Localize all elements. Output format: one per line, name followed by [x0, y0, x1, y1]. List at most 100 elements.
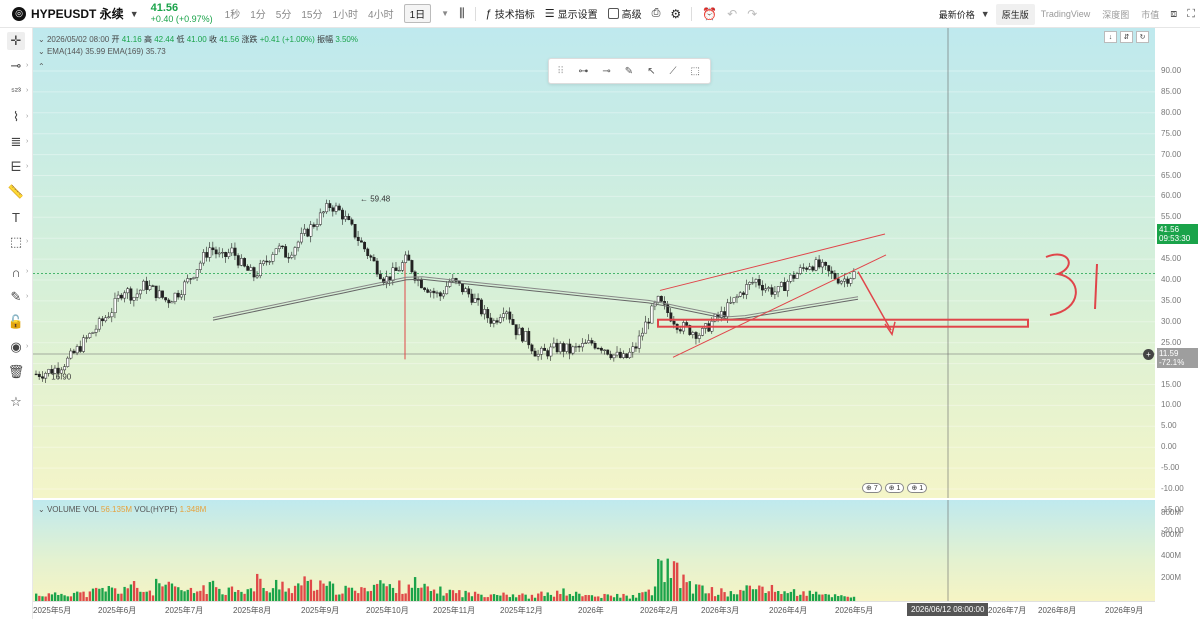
- display-settings-button[interactable]: ☰ 显示设置: [545, 6, 598, 21]
- indicators-icon: ƒ: [485, 7, 492, 20]
- price-type-select[interactable]: 最新价格: [938, 9, 975, 20]
- volume-bar: [391, 587, 395, 601]
- volume-bar: [423, 583, 426, 601]
- volume-bar: [543, 595, 546, 601]
- chevron-down-icon[interactable]: ▼: [129, 8, 139, 19]
- ray-icon[interactable]: ⊸: [602, 65, 611, 77]
- screenshot-icon[interactable]: ⎙: [651, 7, 661, 19]
- symbol-title[interactable]: HYPEUSDT 永续: [31, 7, 124, 21]
- gear-icon[interactable]: ⚙: [670, 6, 682, 21]
- tf-4h[interactable]: 4小时: [368, 10, 394, 21]
- tf-1s[interactable]: 1秒: [224, 10, 241, 21]
- shape-icon[interactable]: ⬚: [9, 234, 23, 249]
- view-marketcap[interactable]: 市值: [1141, 9, 1160, 20]
- volume-bar: [600, 597, 603, 601]
- minimize-icon[interactable]: ⧈: [1170, 7, 1178, 20]
- legend-collapse-icon[interactable]: ⌃: [38, 62, 45, 71]
- chevron-right-icon[interactable]: ›: [26, 113, 29, 120]
- legend-toggle-icon[interactable]: ⌄: [38, 35, 45, 44]
- candle: [701, 328, 704, 336]
- price-chart[interactable]: ← 59.48 ← 16.90: [33, 28, 1155, 498]
- arrow-down-icon[interactable]: ↓: [1104, 31, 1117, 43]
- redo-icon[interactable]: ↷: [747, 6, 758, 21]
- chevron-right-icon[interactable]: ›: [26, 138, 29, 145]
- time-axis[interactable]: 2025年5月 2025年6月 2025年7月 2025年8月 2025年9月 2025年…: [33, 601, 1155, 619]
- volume-bar: [164, 584, 167, 601]
- chevron-right-icon[interactable]: ›: [26, 163, 29, 170]
- segment-icon[interactable]: ⟋: [669, 65, 677, 77]
- alert-icon[interactable]: ⏰: [702, 6, 718, 21]
- view-tradingview[interactable]: TradingView: [1040, 9, 1091, 19]
- crosshair-icon[interactable]: ✛: [7, 32, 25, 50]
- pattern-icon[interactable]: ⌇: [12, 109, 20, 124]
- candle: [72, 350, 76, 354]
- indicators-button[interactable]: ƒ 技术指标: [485, 6, 535, 22]
- rect-select-icon[interactable]: ⬚: [690, 65, 700, 77]
- price-chart-canvas[interactable]: ← 59.48 ← 16.90: [33, 28, 1155, 498]
- event-badge[interactable]: ⊕ 7: [862, 483, 882, 493]
- price-axis[interactable]: 90.00 85.00 80.00 75.00 70.00 65.00 60.00 55.00…: [1155, 28, 1200, 601]
- view-depth[interactable]: 深度图: [1102, 9, 1130, 20]
- lock-icon[interactable]: 🔓: [7, 314, 25, 329]
- candle: [599, 347, 603, 351]
- view-native[interactable]: 原生版: [995, 3, 1035, 25]
- volume-bar: [271, 588, 275, 601]
- tf-1d[interactable]: 1日: [403, 4, 432, 23]
- pen-icon[interactable]: ✎: [624, 65, 634, 77]
- chevron-right-icon[interactable]: ›: [26, 87, 29, 94]
- volume-bar: [208, 582, 212, 601]
- tf-15m[interactable]: 15分: [301, 10, 323, 21]
- legend-toggle-icon[interactable]: ⌄: [38, 505, 45, 514]
- ruler-icon[interactable]: 📏: [7, 184, 25, 199]
- chevron-right-icon[interactable]: ›: [26, 62, 29, 69]
- candle: [622, 353, 625, 358]
- event-badge[interactable]: ⊕ 1: [884, 483, 905, 493]
- fib-icon[interactable]: ⁵²³: [11, 86, 21, 96]
- magnet-icon[interactable]: ∩: [11, 264, 21, 280]
- volume-bar: [704, 593, 707, 601]
- collapse-icon[interactable]: ⇵: [1120, 31, 1133, 43]
- chevron-right-icon[interactable]: ›: [26, 343, 29, 350]
- star-icon[interactable]: ☆: [10, 394, 22, 409]
- candle: [37, 373, 41, 377]
- volume-bar: [297, 583, 300, 601]
- volume-chart[interactable]: [33, 500, 1155, 601]
- add-alert-icon[interactable]: +: [1143, 349, 1154, 360]
- fullscreen-icon[interactable]: ⛶: [1187, 7, 1195, 20]
- chevron-right-icon[interactable]: ›: [26, 238, 29, 245]
- tf-5m[interactable]: 5分: [275, 10, 292, 21]
- chevron-down-icon[interactable]: ▼: [441, 9, 450, 18]
- trash-icon[interactable]: 🗑: [7, 364, 25, 379]
- volume-chart-canvas[interactable]: [33, 500, 1155, 601]
- chevron-right-icon[interactable]: ›: [26, 268, 29, 275]
- candle: [44, 373, 48, 379]
- projection-icon[interactable]: ⋿: [10, 159, 22, 174]
- trendline-icon[interactable]: ⊸: [10, 58, 22, 73]
- brush-icon[interactable]: ✎: [10, 289, 22, 304]
- candle: [729, 302, 733, 304]
- chevron-right-icon[interactable]: ›: [26, 293, 29, 300]
- chevron-down-icon[interactable]: ▼: [980, 9, 990, 19]
- volume-bar: [284, 591, 287, 601]
- exchange-logo: ◎: [12, 6, 26, 21]
- advanced-button[interactable]: 高级: [607, 6, 642, 21]
- candle: [211, 247, 215, 251]
- time-tick-label: 2026年2月: [640, 606, 679, 615]
- legend-toggle-icon[interactable]: ⌄: [38, 47, 45, 56]
- advanced-label: 高级: [621, 10, 642, 21]
- tf-1h[interactable]: 1小时: [332, 10, 359, 21]
- eye-icon[interactable]: ◉: [10, 339, 22, 354]
- hline-icon[interactable]: ⊶: [578, 65, 589, 77]
- reset-icon[interactable]: ↻: [1136, 31, 1149, 43]
- drag-handle-icon[interactable]: ⠿: [557, 65, 565, 77]
- volume-bar: [129, 584, 133, 601]
- channel-icon[interactable]: ≣: [10, 134, 22, 149]
- undo-icon[interactable]: ↶: [727, 6, 738, 21]
- candle-type-icon[interactable]: ⫼: [459, 6, 465, 20]
- arrow-head: [884, 321, 896, 337]
- volume-bar: [653, 586, 657, 601]
- tf-1m[interactable]: 1分: [250, 10, 266, 21]
- event-badge[interactable]: ⊕ 1: [907, 483, 928, 493]
- text-icon[interactable]: T: [12, 209, 20, 225]
- pointer-icon[interactable]: ↖: [647, 65, 656, 77]
